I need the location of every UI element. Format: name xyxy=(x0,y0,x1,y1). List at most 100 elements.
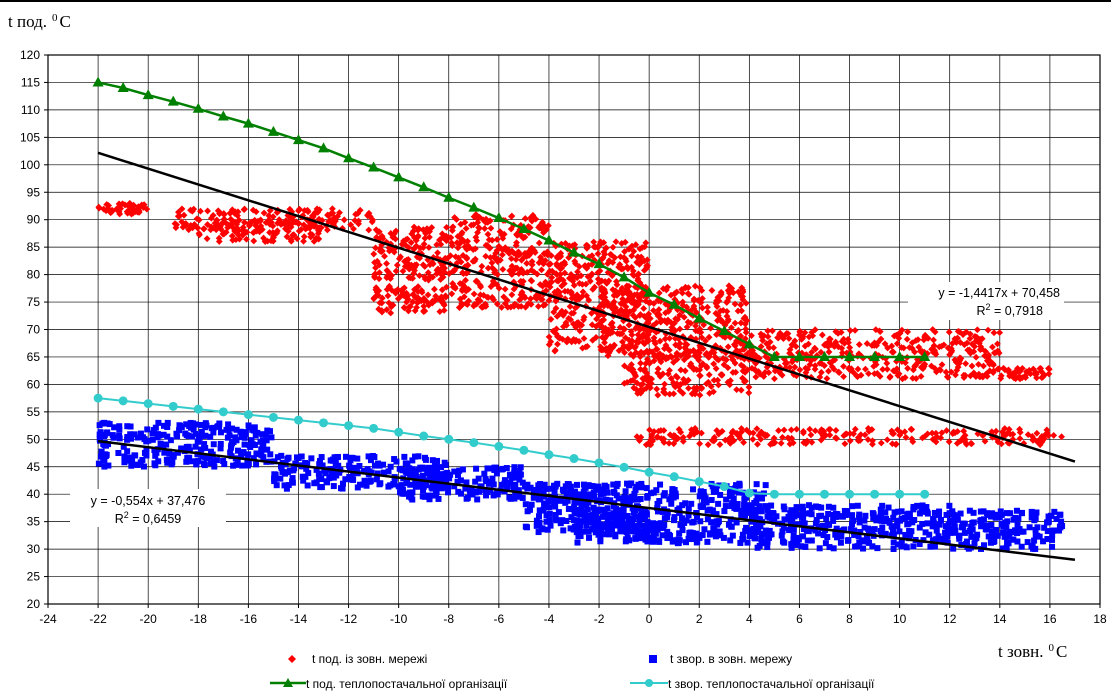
data-point-diamond xyxy=(637,311,644,318)
r2-text: R2 = 0,7918 xyxy=(976,302,1043,318)
data-point-diamond xyxy=(741,368,749,376)
data-point-diamond xyxy=(907,426,915,433)
data-point-diamond xyxy=(545,297,553,305)
data-point-diamond xyxy=(572,323,580,331)
data-point-diamond xyxy=(656,373,664,380)
data-point-square xyxy=(710,530,717,537)
data-point-square xyxy=(598,486,605,493)
data-point-diamond xyxy=(1045,370,1053,378)
data-point-square xyxy=(198,428,205,435)
data-point-diamond xyxy=(698,287,706,294)
data-point-square xyxy=(210,458,217,465)
data-point-diamond xyxy=(1018,364,1026,372)
data-point-square xyxy=(769,510,776,517)
data-point-diamond xyxy=(213,220,221,228)
data-point-square xyxy=(946,502,953,509)
data-point-diamond xyxy=(534,303,542,310)
data-point-diamond xyxy=(623,378,631,386)
data-point-diamond xyxy=(117,205,124,213)
x-tick-label: -12 xyxy=(340,612,358,626)
data-point-diamond xyxy=(843,349,851,357)
data-point-diamond xyxy=(115,208,123,216)
data-point-square xyxy=(752,535,759,542)
data-point-diamond xyxy=(728,429,736,437)
data-point-square xyxy=(169,453,176,460)
data-point-diamond xyxy=(833,435,841,442)
data-point-diamond xyxy=(826,359,834,367)
data-point-diamond xyxy=(624,290,632,298)
data-point-diamond xyxy=(738,293,745,300)
data-point-diamond xyxy=(250,237,258,245)
data-point-diamond xyxy=(997,375,1005,382)
data-point-square xyxy=(412,453,419,460)
data-point-square xyxy=(405,465,412,472)
data-point-square xyxy=(224,434,231,441)
data-point-diamond xyxy=(942,368,950,376)
data-point-square xyxy=(522,501,529,508)
data-point-diamond xyxy=(500,293,508,301)
data-point-square xyxy=(102,453,109,460)
data-point-square xyxy=(433,474,440,481)
data-point-diamond xyxy=(409,227,417,235)
data-point-diamond xyxy=(459,269,466,277)
data-point-diamond xyxy=(527,295,534,303)
data-point-diamond xyxy=(463,245,471,253)
data-point-diamond xyxy=(609,243,617,251)
data-point-square xyxy=(716,528,723,535)
data-point-square xyxy=(210,429,217,436)
data-point-diamond xyxy=(873,342,880,349)
data-point-diamond xyxy=(733,386,741,394)
data-point-diamond xyxy=(740,315,748,322)
data-point-square xyxy=(733,482,740,489)
data-point-diamond xyxy=(487,224,495,232)
data-point-diamond xyxy=(715,381,722,389)
data-point-diamond xyxy=(938,429,946,437)
data-point-diamond xyxy=(478,262,486,270)
data-point-square xyxy=(593,521,600,528)
data-point-diamond xyxy=(891,367,899,375)
schedule-point-circle xyxy=(319,418,329,428)
data-point-diamond xyxy=(930,336,937,344)
data-point-square xyxy=(140,434,147,441)
schedule-point-circle xyxy=(569,454,579,464)
data-point-diamond xyxy=(618,330,626,338)
data-point-diamond xyxy=(903,335,911,343)
data-point-square xyxy=(1049,543,1056,550)
schedule-point-triangle xyxy=(618,271,630,282)
data-point-diamond xyxy=(666,390,674,398)
data-point-square xyxy=(233,426,240,433)
data-point-square xyxy=(342,476,349,483)
data-point-square xyxy=(790,526,797,533)
data-point-square xyxy=(575,506,582,513)
data-point-square xyxy=(227,449,234,456)
data-point-diamond xyxy=(484,264,492,272)
data-point-square xyxy=(849,503,856,510)
data-point-diamond xyxy=(619,300,627,308)
data-point-square xyxy=(894,541,901,548)
data-point-square xyxy=(794,541,801,548)
data-point-diamond xyxy=(488,259,496,267)
data-point-square xyxy=(638,507,645,514)
data-point-diamond xyxy=(519,234,527,242)
data-point-square xyxy=(822,540,829,547)
data-point-square xyxy=(615,495,622,502)
data-point-square xyxy=(540,483,547,490)
data-point-square xyxy=(474,496,481,503)
data-point-diamond xyxy=(512,256,520,263)
data-point-square xyxy=(1004,539,1011,546)
data-point-diamond xyxy=(449,280,457,287)
data-point-square xyxy=(961,529,968,536)
data-point-diamond xyxy=(644,319,652,327)
data-point-diamond xyxy=(437,240,445,248)
data-point-diamond xyxy=(844,335,852,343)
data-point-square xyxy=(883,515,890,522)
data-point-diamond xyxy=(994,340,1001,348)
data-point-square xyxy=(207,453,214,460)
data-point-diamond xyxy=(172,224,180,232)
data-point-diamond xyxy=(704,441,712,449)
data-point-square xyxy=(800,515,807,522)
data-point-diamond xyxy=(209,211,217,219)
data-point-diamond xyxy=(637,381,645,389)
data-point-square xyxy=(646,537,653,544)
schedule-point-triangle xyxy=(267,125,279,136)
